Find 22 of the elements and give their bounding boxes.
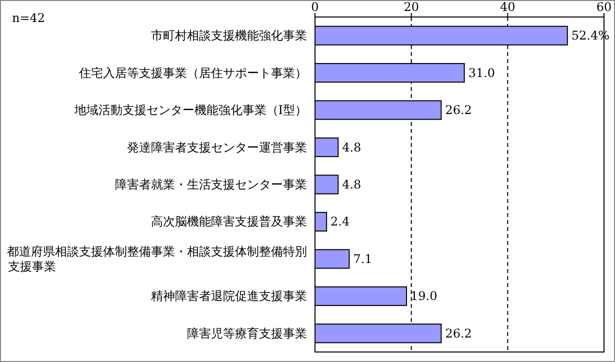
x-tick-label: 40 xyxy=(500,0,516,14)
y-tick-label: 発達障害者支援センター運営事業 xyxy=(127,140,307,154)
y-tick-label: 市町村相談支援機能強化事業 xyxy=(151,28,307,43)
x-tick-label: 20 xyxy=(404,0,419,14)
data-label: 4.8 xyxy=(342,140,362,154)
y-tick-label: 都道府県相談支援体制整備事業・相談支援体制整備特別支援事業 xyxy=(7,244,307,274)
text: n=42 xyxy=(12,11,46,25)
data-label: 4.8 xyxy=(342,178,362,192)
data-label: 19.0 xyxy=(410,289,438,304)
data-label: 2.4 xyxy=(330,214,350,229)
data-label: 7.1 xyxy=(353,252,372,266)
y-tick-label: 住宅入居等支援事業（居住サポート事業） xyxy=(78,66,307,80)
y-tick-label: 地域活動支援センター機能強化事業（Ⅰ型） xyxy=(73,103,307,118)
data-label: 26.2 xyxy=(445,103,472,118)
y-tick-label: 高次脳機能障害支援普及事業 xyxy=(151,214,307,229)
x-tick-label: 0 xyxy=(311,0,319,14)
y-tick-label: 障害者就業・生活支援センター事業 xyxy=(115,178,307,192)
data-label: 31.0 xyxy=(468,66,496,80)
y-tick-label: 精神障害者退院促進支援事業 xyxy=(151,289,307,304)
x-tick-label: 60 xyxy=(596,0,612,14)
y-tick-label: 障害児等療育支援事業 xyxy=(187,326,307,340)
data-label: 26.2 xyxy=(445,326,472,340)
